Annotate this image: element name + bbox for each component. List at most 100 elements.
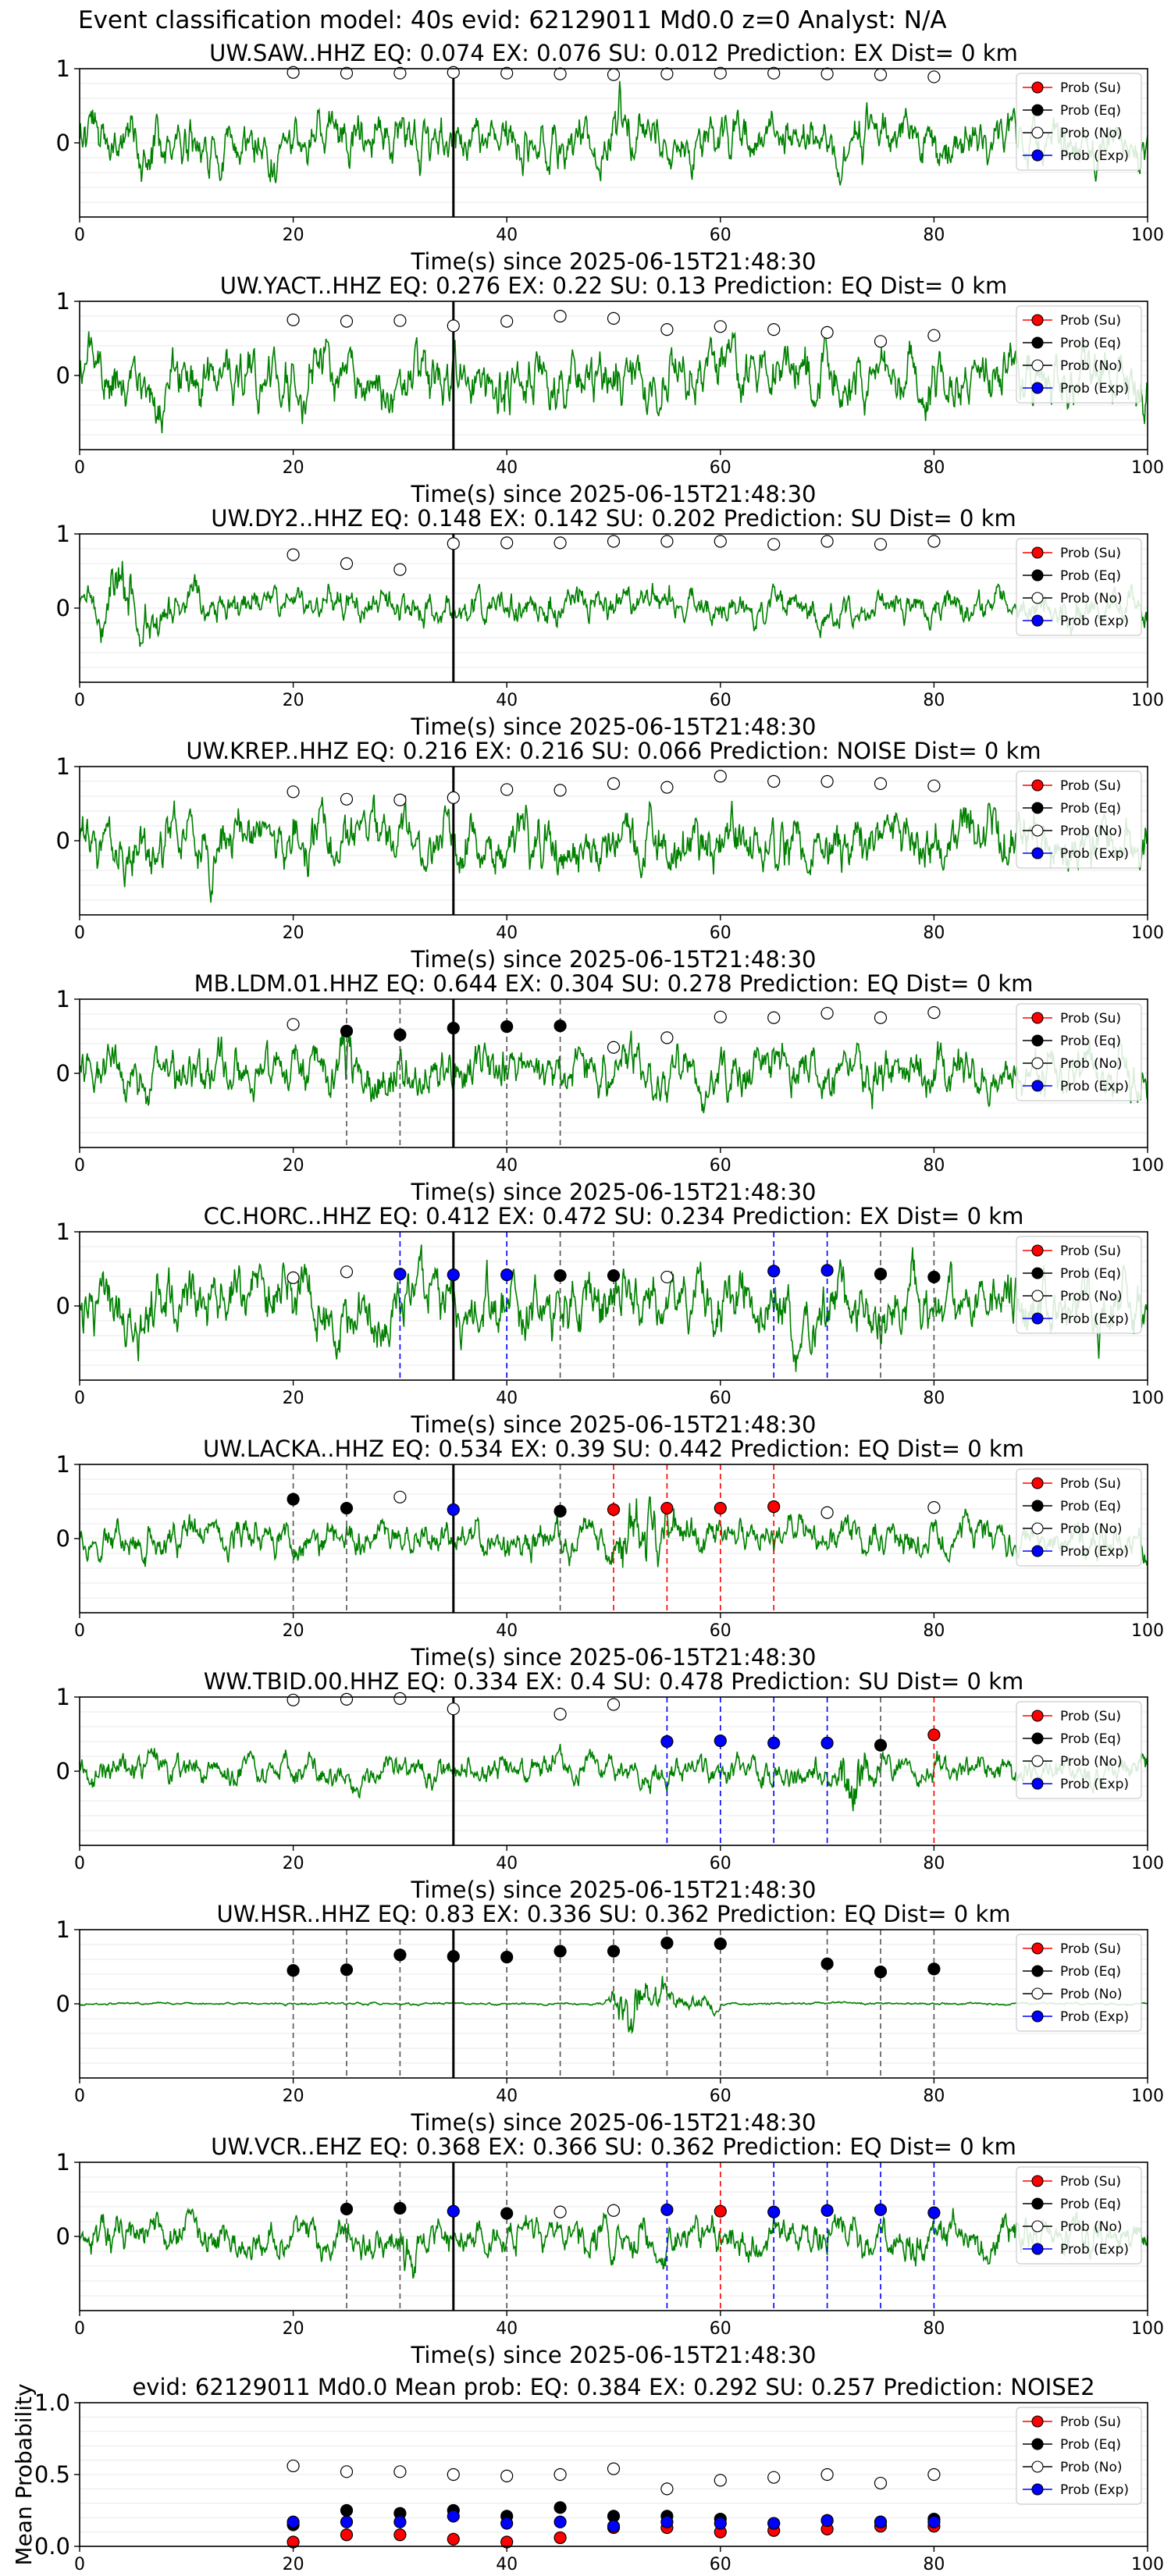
x-tick-label: 80 [923,2319,945,2339]
x-tick-label: 60 [710,2555,731,2574]
x-tick-label: 40 [496,691,518,710]
legend: Prob (Su) Prob (Eq) Prob (No) Prob (Exp) [1016,2166,1142,2265]
legend-marker-su [1031,779,1044,792]
legend-marker-no [1031,359,1044,372]
legend-label: Prob (Eq) [1060,1266,1121,1282]
x-tick-label: 0 [74,1854,85,1873]
legend-marker-eq [1031,104,1044,116]
prob-point-exp [767,1265,781,1278]
y-tick-label: 1 [56,2149,70,2176]
legend-label: Prob (Eq) [1060,2437,1121,2453]
prob-point-eq [393,2201,407,2215]
waveform-trace [80,1026,1148,1114]
y-tick-label: 0 [56,2223,70,2250]
prob-point-exp [447,1268,460,1282]
x-tick-label: 0 [74,226,85,245]
y-tick-label: 1 [56,521,70,547]
prob-point-no [340,792,354,806]
legend-label: Prob (Su) [1060,2174,1121,2190]
legend-label: Prob (Exp) [1060,148,1129,164]
prob-point-no [660,535,674,548]
prob-point-no [767,538,781,551]
legend-label: Prob (Exp) [1060,1311,1129,1327]
mean-prob-point-exp [553,2515,567,2528]
y-tick-label: 1 [56,753,70,780]
prob-point-eq [660,1937,674,1950]
prob-point-no [820,774,834,788]
x-tick-label: 80 [923,1621,945,1641]
x-tick-label: 20 [283,2087,304,2106]
prob-point-no [393,66,407,80]
prob-point-no [874,68,888,81]
x-tick-label: 100 [1131,2087,1164,2106]
legend-label: Prob (Su) [1060,546,1121,561]
legend-label: Prob (Eq) [1060,568,1121,584]
legend-label: Prob (Eq) [1060,2197,1121,2212]
mean-prob-point-exp [767,2517,781,2530]
legend-label: Prob (Exp) [1060,2242,1129,2258]
y-tick-label: 1 [56,986,70,1012]
y-tick-label: 1 [56,1684,70,1710]
x-tick-label: 100 [1131,2319,1164,2339]
legend-marker-eq [1031,1034,1044,1047]
legend-label: Prob (Exp) [1060,2482,1129,2498]
prob-point-no [714,770,727,783]
x-tick-label: 0 [74,2555,85,2574]
legend-label: Prob (Su) [1060,313,1121,329]
panel-title: MB.LDM.01.HHZ EQ: 0.644 EX: 0.304 SU: 0.… [194,970,1034,997]
prob-point-exp [927,2206,941,2219]
prob-point-no [287,1693,300,1706]
legend-marker-eq [1031,2438,1044,2450]
waveform-trace [79,80,1148,186]
mean-prob-point-su [393,2528,407,2542]
legend-label: Prob (No) [1060,126,1123,141]
legend-marker-exp [1031,1545,1044,1557]
x-tick-label: 0 [74,923,85,943]
y-axis-label: Mean Probability [11,2383,37,2565]
legend-label: Prob (Eq) [1060,1731,1121,1747]
prob-point-no [927,779,941,792]
x-tick-label: 20 [283,1389,304,1408]
mean-prob-point-exp [820,2514,834,2527]
mean-prob-point-exp [500,2517,514,2530]
x-axis-label: Time(s) since 2025-06-15T21:48:30 [411,1877,817,1903]
x-tick-label: 0 [74,2087,85,2106]
prob-point-no [447,1703,460,1716]
mean-prob-point-no [927,2467,941,2482]
prob-point-eq [714,1937,727,1951]
mean-prob-point-su [553,2531,567,2545]
legend-label: Prob (Eq) [1060,103,1121,119]
y-tick-label: 1 [56,1451,70,1478]
figure-suptitle: Event classification model: 40s evid: 62… [78,6,947,34]
x-tick-label: 80 [923,2555,945,2574]
x-tick-label: 40 [496,1156,518,1176]
prob-point-no [340,315,354,328]
prob-point-no [553,309,567,323]
x-tick-label: 40 [496,1389,518,1408]
mean-prob-point-exp [340,2515,354,2528]
prob-point-no [553,1707,567,1720]
mean-prob-point-no [820,2467,834,2482]
x-tick-label: 100 [1131,923,1164,943]
prob-point-exp [447,1503,460,1517]
legend-marker-su [1031,81,1044,94]
prob-point-no [874,538,888,551]
x-tick-label: 60 [710,1854,731,1873]
mean-prob-point-eq [553,2501,567,2514]
x-tick-label: 0 [74,1389,85,1408]
legend-label: Prob (Eq) [1060,801,1121,817]
y-tick-label: 1 [56,1219,70,1245]
legend: Prob (Su) Prob (Eq) Prob (No) Prob (Exp) [1016,2407,1142,2505]
panel-title: UW.VCR..EHZ EQ: 0.368 EX: 0.366 SU: 0.36… [211,2133,1016,2160]
y-tick-label: 1 [56,1916,70,1943]
prob-point-eq [500,2207,514,2220]
legend-label: Prob (Exp) [1060,614,1129,629]
panel-title: UW.DY2..HHZ EQ: 0.148 EX: 0.142 SU: 0.20… [211,505,1016,532]
prob-point-no [874,335,888,348]
panel-1: 0 20 40 60 80 100 0 1 UW.SAW..HHZ EQ: 0.074 EX: … [56,40,1164,275]
prob-point-eq [500,1020,514,1034]
x-tick-label: 60 [710,458,731,478]
x-tick-label: 100 [1131,1621,1164,1641]
legend-box [1016,1468,1142,1567]
